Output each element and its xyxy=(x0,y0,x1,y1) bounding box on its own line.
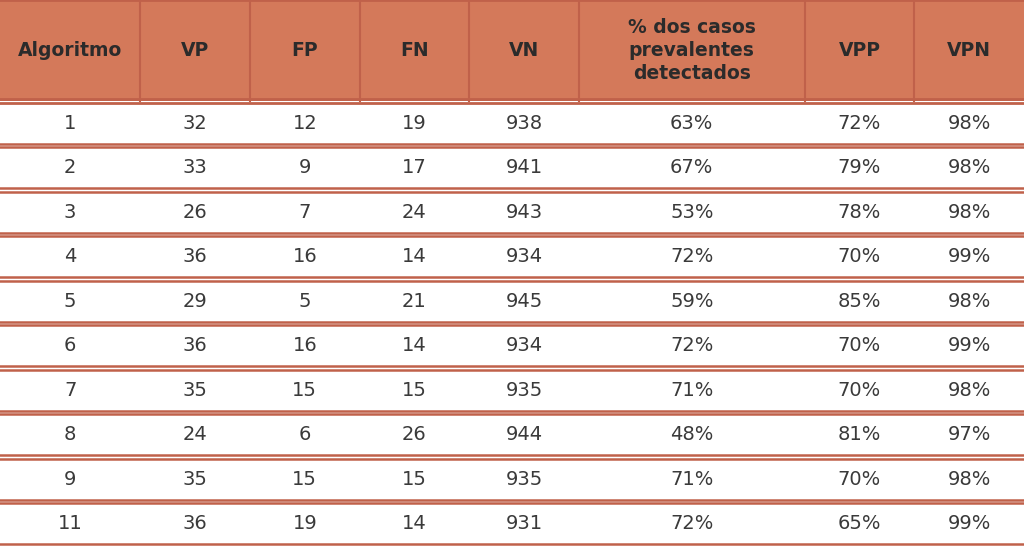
Text: 24: 24 xyxy=(402,203,427,222)
Text: 72%: 72% xyxy=(670,336,714,355)
Text: 1: 1 xyxy=(63,114,76,133)
Text: 9: 9 xyxy=(63,470,76,489)
Text: 3: 3 xyxy=(63,203,76,222)
Text: 36: 36 xyxy=(182,514,208,533)
Text: 98%: 98% xyxy=(947,381,991,400)
Text: 63%: 63% xyxy=(670,114,714,133)
Text: 29: 29 xyxy=(182,292,208,311)
Text: 943: 943 xyxy=(506,203,543,222)
Text: 15: 15 xyxy=(292,381,317,400)
Text: 98%: 98% xyxy=(947,203,991,222)
Text: 98%: 98% xyxy=(947,114,991,133)
Text: 12: 12 xyxy=(293,114,317,133)
Text: 36: 36 xyxy=(182,336,208,355)
Text: 6: 6 xyxy=(63,336,76,355)
Text: 14: 14 xyxy=(402,247,427,266)
Text: 53%: 53% xyxy=(670,203,714,222)
Text: 70%: 70% xyxy=(838,247,881,266)
Text: 21: 21 xyxy=(402,292,427,311)
Text: 48%: 48% xyxy=(670,425,714,444)
Text: 67%: 67% xyxy=(670,158,714,177)
Text: 71%: 71% xyxy=(670,381,714,400)
Text: 72%: 72% xyxy=(670,247,714,266)
Text: 11: 11 xyxy=(57,514,83,533)
Text: 78%: 78% xyxy=(838,203,881,222)
Text: VP: VP xyxy=(181,41,209,60)
Text: 24: 24 xyxy=(182,425,208,444)
Text: 70%: 70% xyxy=(838,336,881,355)
Text: 98%: 98% xyxy=(947,470,991,489)
Text: 5: 5 xyxy=(299,292,311,311)
Text: 4: 4 xyxy=(63,247,76,266)
Text: 65%: 65% xyxy=(838,514,882,533)
Text: 71%: 71% xyxy=(670,470,714,489)
Text: % dos casos
prevalentes
detectados: % dos casos prevalentes detectados xyxy=(628,18,756,83)
Text: 36: 36 xyxy=(182,247,208,266)
Text: 9: 9 xyxy=(299,158,311,177)
Text: 2: 2 xyxy=(63,158,76,177)
Text: 16: 16 xyxy=(293,247,317,266)
Text: 6: 6 xyxy=(299,425,311,444)
Text: 5: 5 xyxy=(63,292,77,311)
Text: 70%: 70% xyxy=(838,381,881,400)
Bar xyxy=(0,0,1024,101)
Text: 14: 14 xyxy=(402,514,427,533)
Text: 72%: 72% xyxy=(838,114,881,133)
Text: 85%: 85% xyxy=(838,292,882,311)
Text: 934: 934 xyxy=(506,247,543,266)
Text: 17: 17 xyxy=(402,158,427,177)
Text: 15: 15 xyxy=(402,381,427,400)
Text: FN: FN xyxy=(400,41,429,60)
Text: 33: 33 xyxy=(182,158,208,177)
Text: 7: 7 xyxy=(299,203,311,222)
Text: VN: VN xyxy=(509,41,540,60)
Text: 15: 15 xyxy=(402,470,427,489)
Text: 19: 19 xyxy=(402,114,427,133)
Text: 26: 26 xyxy=(182,203,208,222)
Text: 14: 14 xyxy=(402,336,427,355)
Text: 70%: 70% xyxy=(838,470,881,489)
Text: VPP: VPP xyxy=(839,41,881,60)
Text: VPN: VPN xyxy=(947,41,991,60)
Text: 79%: 79% xyxy=(838,158,881,177)
Text: 99%: 99% xyxy=(947,514,991,533)
Text: 99%: 99% xyxy=(947,247,991,266)
Text: 15: 15 xyxy=(292,470,317,489)
Text: 32: 32 xyxy=(182,114,208,133)
Text: 59%: 59% xyxy=(670,292,714,311)
Text: 944: 944 xyxy=(506,425,543,444)
Text: 935: 935 xyxy=(506,470,543,489)
Text: 72%: 72% xyxy=(670,514,714,533)
Text: 945: 945 xyxy=(506,292,543,311)
Text: 19: 19 xyxy=(293,514,317,533)
Text: 938: 938 xyxy=(506,114,543,133)
Text: 98%: 98% xyxy=(947,158,991,177)
Text: 935: 935 xyxy=(506,381,543,400)
Text: 98%: 98% xyxy=(947,292,991,311)
Text: 97%: 97% xyxy=(947,425,991,444)
Text: 8: 8 xyxy=(63,425,76,444)
Text: 35: 35 xyxy=(182,470,208,489)
Text: 81%: 81% xyxy=(838,425,881,444)
Text: 941: 941 xyxy=(506,158,543,177)
Text: Algoritmo: Algoritmo xyxy=(18,41,122,60)
Text: 35: 35 xyxy=(182,381,208,400)
Text: 931: 931 xyxy=(506,514,543,533)
Text: FP: FP xyxy=(292,41,318,60)
Text: 26: 26 xyxy=(402,425,427,444)
Text: 7: 7 xyxy=(63,381,76,400)
Text: 99%: 99% xyxy=(947,336,991,355)
Text: 16: 16 xyxy=(293,336,317,355)
Text: 934: 934 xyxy=(506,336,543,355)
